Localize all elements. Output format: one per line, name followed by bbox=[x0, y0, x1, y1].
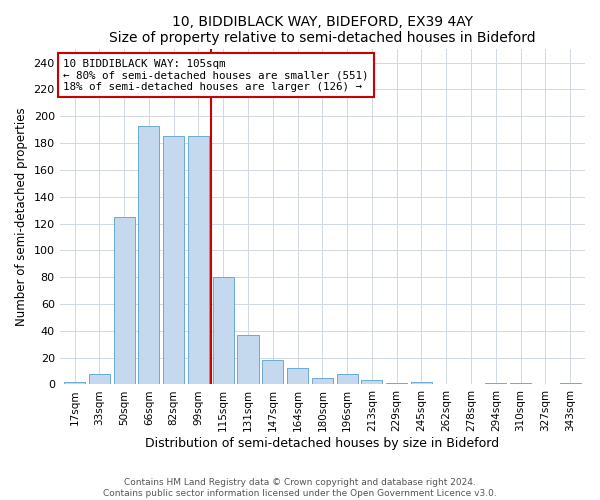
Bar bbox=[485, 383, 506, 384]
Bar bbox=[312, 378, 333, 384]
Bar bbox=[139, 126, 160, 384]
Bar bbox=[89, 374, 110, 384]
Bar bbox=[361, 380, 382, 384]
Bar bbox=[262, 360, 283, 384]
Bar bbox=[64, 382, 85, 384]
Bar bbox=[163, 136, 184, 384]
Bar bbox=[113, 217, 134, 384]
Bar bbox=[411, 382, 432, 384]
Bar bbox=[560, 383, 581, 384]
Bar bbox=[386, 383, 407, 384]
Bar bbox=[238, 335, 259, 384]
Bar bbox=[188, 136, 209, 384]
Bar bbox=[337, 374, 358, 384]
Y-axis label: Number of semi-detached properties: Number of semi-detached properties bbox=[15, 108, 28, 326]
Title: 10, BIDDIBLACK WAY, BIDEFORD, EX39 4AY
Size of property relative to semi-detache: 10, BIDDIBLACK WAY, BIDEFORD, EX39 4AY S… bbox=[109, 15, 536, 45]
Text: 10 BIDDIBLACK WAY: 105sqm
← 80% of semi-detached houses are smaller (551)
18% of: 10 BIDDIBLACK WAY: 105sqm ← 80% of semi-… bbox=[64, 58, 369, 92]
X-axis label: Distribution of semi-detached houses by size in Bideford: Distribution of semi-detached houses by … bbox=[145, 437, 499, 450]
Bar bbox=[212, 277, 234, 384]
Bar bbox=[287, 368, 308, 384]
Bar bbox=[510, 383, 531, 384]
Text: Contains HM Land Registry data © Crown copyright and database right 2024.
Contai: Contains HM Land Registry data © Crown c… bbox=[103, 478, 497, 498]
